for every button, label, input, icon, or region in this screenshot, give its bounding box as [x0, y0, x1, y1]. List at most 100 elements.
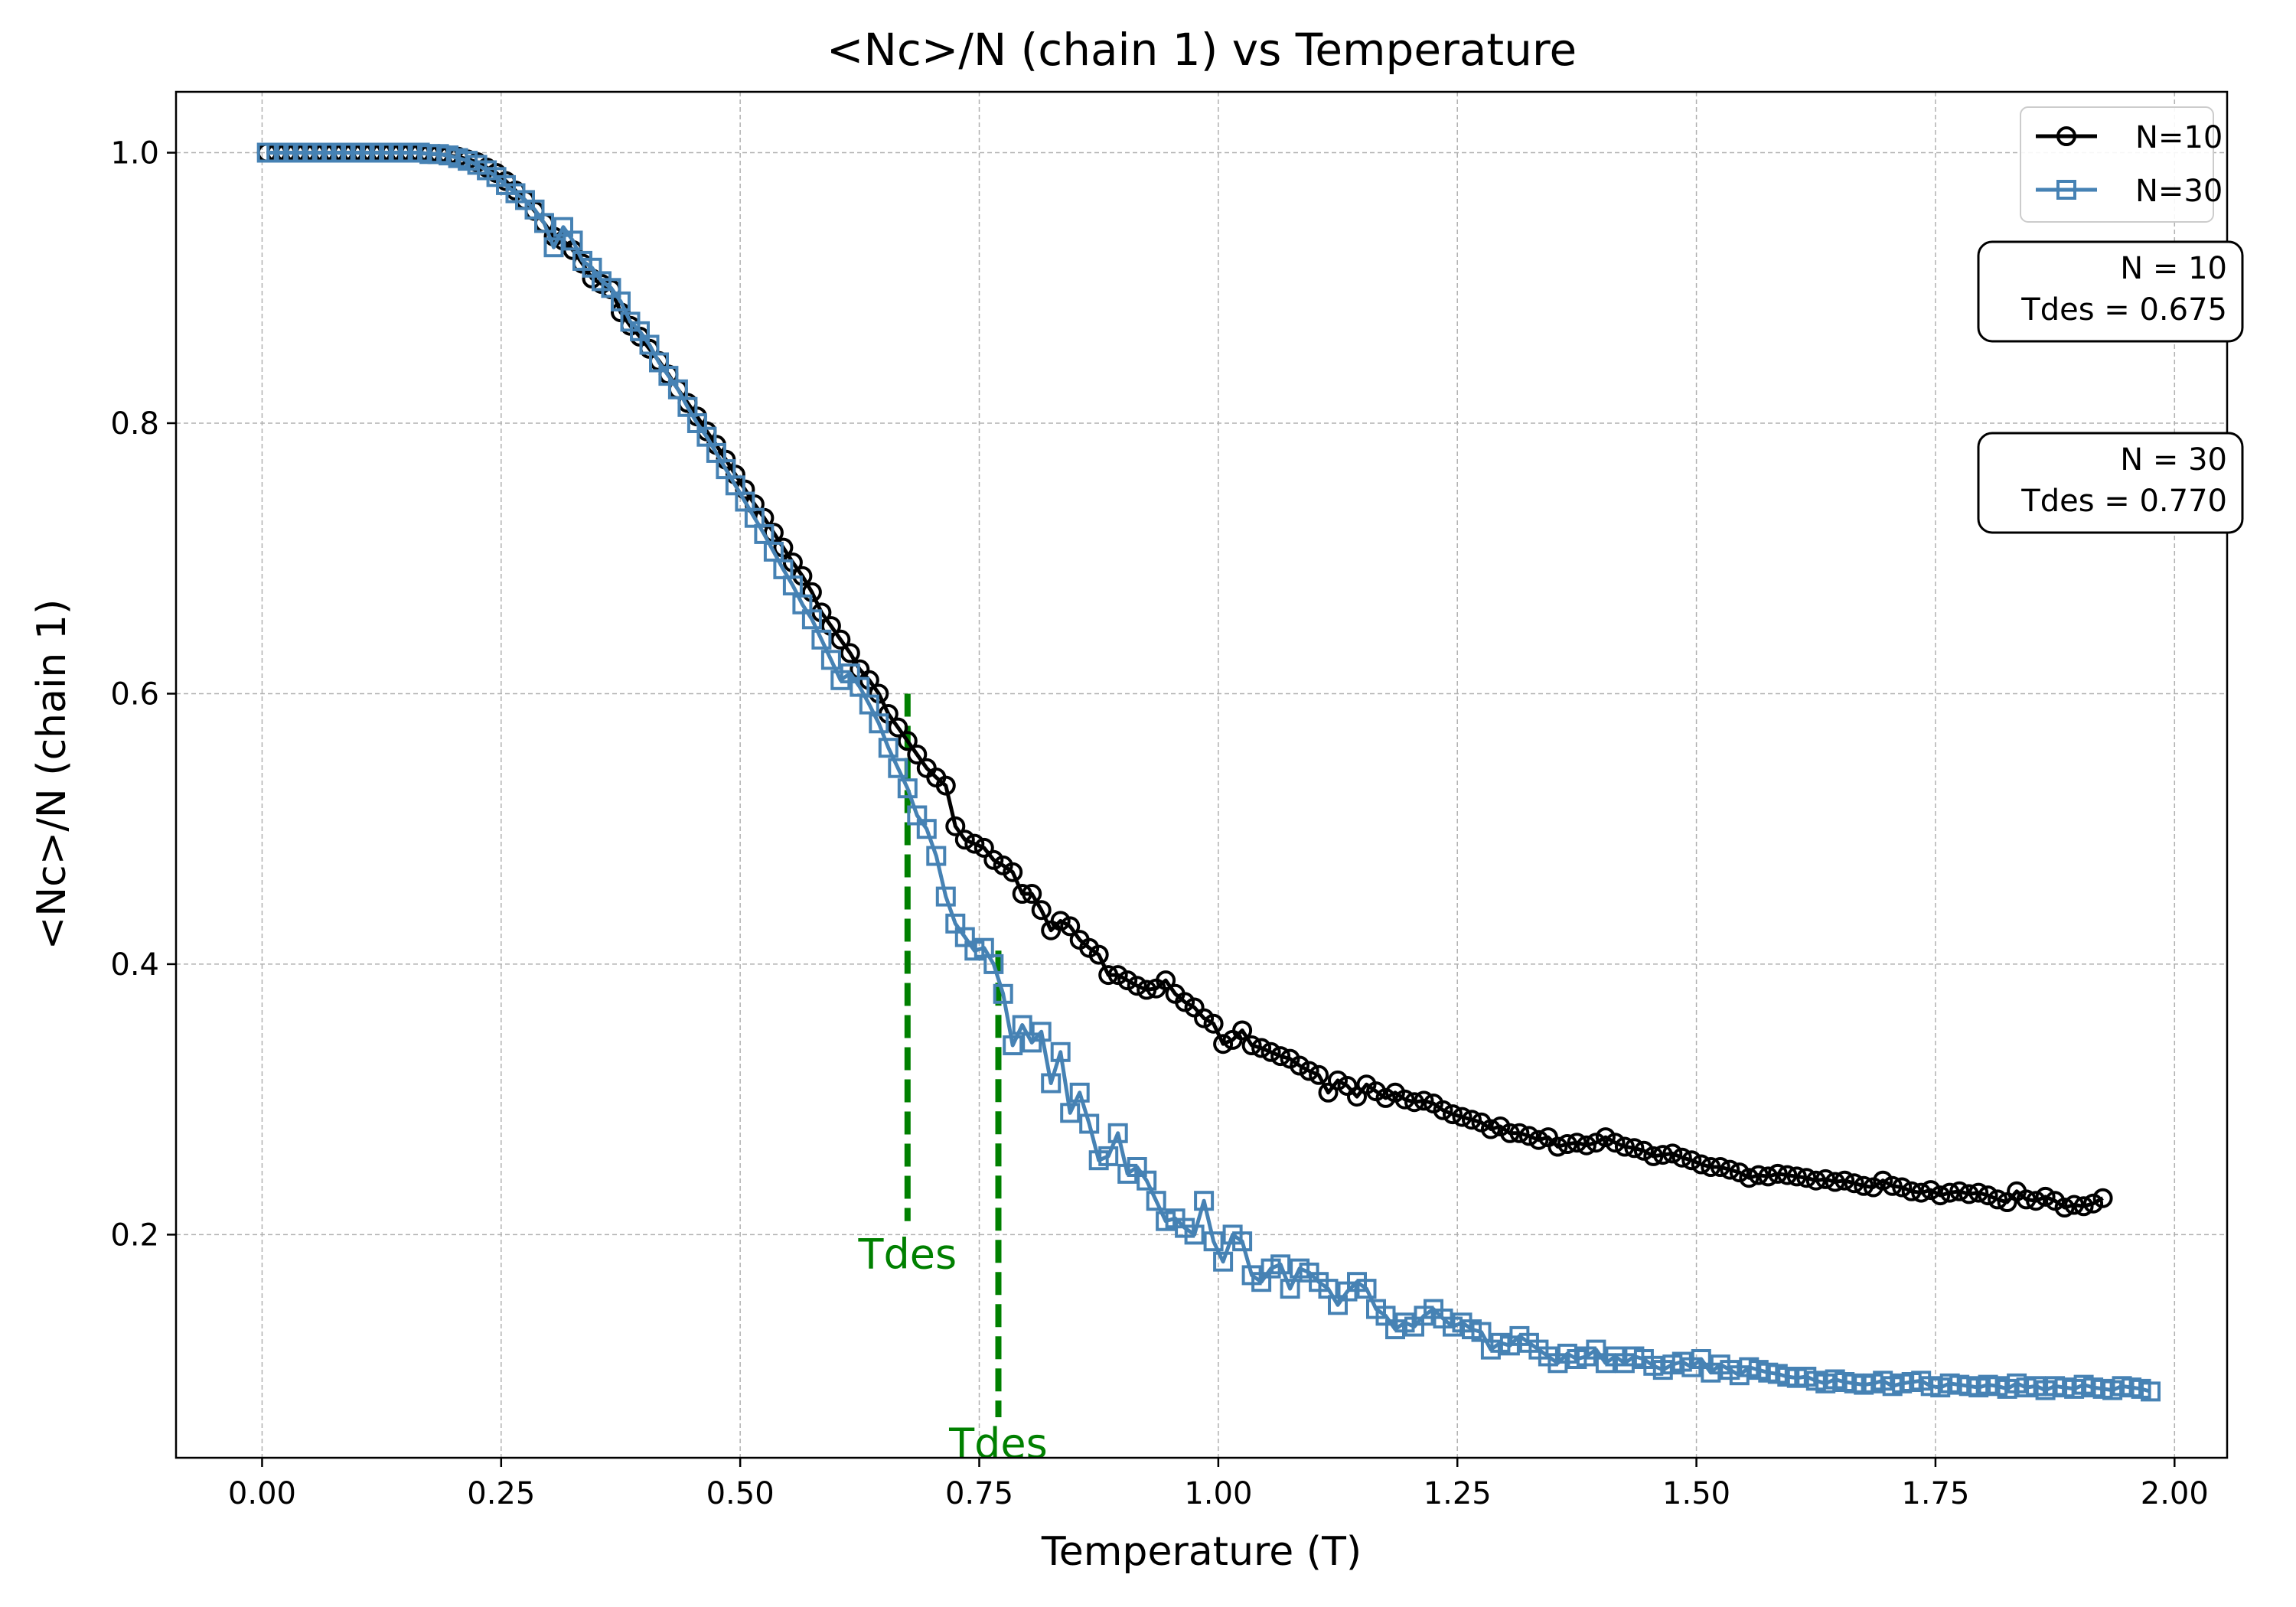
data-point — [2064, 1195, 2085, 1215]
info-box-n10-line2: Tdes = 0.675 — [2020, 292, 2227, 328]
data-point — [1347, 1087, 1367, 1107]
data-point — [935, 775, 956, 796]
info-box-n30-frame — [1977, 432, 2244, 534]
x-tick-label: 0.25 — [467, 1476, 535, 1511]
data-point — [1433, 1100, 1453, 1120]
data-point — [1930, 1185, 1951, 1206]
data-point — [1528, 1129, 1549, 1150]
data-point — [1117, 970, 1138, 991]
data-point — [1748, 1165, 1769, 1185]
data-point — [543, 237, 564, 258]
data-point — [782, 575, 803, 596]
data-point — [869, 713, 889, 734]
data-point — [1003, 862, 1023, 882]
data-point — [1156, 970, 1176, 991]
y-tick-label: 0.8 — [110, 406, 159, 442]
data-point — [2073, 1196, 2094, 1217]
data-point — [1290, 1055, 1310, 1076]
data-point — [811, 629, 832, 650]
data-point — [1394, 1089, 1415, 1110]
axis-ticks: 0.00 0.25 0.50 0.75 1.00 1.25 1.50 1.75 2.00 0.2 0… — [110, 136, 2208, 1511]
data-point — [2035, 1186, 2056, 1207]
data-point — [1643, 1146, 1664, 1166]
data-point — [935, 886, 956, 907]
data-point — [1920, 1180, 1941, 1201]
x-tick-label: 1.25 — [1424, 1476, 1492, 1511]
x-axis-label: Temperature (T) — [1041, 1529, 1362, 1575]
data-point — [2092, 1188, 2113, 1208]
data-point — [1710, 1157, 1730, 1177]
tdes-label: Tdes — [857, 1231, 957, 1279]
data-point — [888, 758, 908, 778]
data-point — [1854, 1175, 1874, 1196]
data-point — [1873, 1170, 1893, 1191]
data-point — [1251, 1038, 1272, 1058]
data-point — [1825, 1172, 1845, 1192]
data-point — [1958, 1184, 1979, 1204]
info-box-n10-line1: N = 10 — [2120, 251, 2227, 286]
data-point — [1462, 1110, 1482, 1130]
data-point — [1309, 1064, 1329, 1085]
data-point — [1911, 1182, 1932, 1203]
data-point — [1480, 1119, 1501, 1139]
data-point — [1328, 1070, 1348, 1090]
tdes-label: Tdes — [948, 1420, 1048, 1468]
data-point — [1567, 1133, 1587, 1153]
y-tick-label: 0.2 — [110, 1217, 159, 1253]
data-point — [1299, 1061, 1319, 1081]
data-point — [974, 837, 994, 858]
data-point — [1280, 1279, 1300, 1299]
data-point — [1509, 1123, 1530, 1143]
y-tick-label: 0.4 — [110, 947, 159, 983]
data-point — [1060, 1103, 1081, 1123]
info-box-n10: N = 10 Tdes = 0.675 — [1977, 240, 2244, 343]
data-point — [1194, 1191, 1215, 1211]
data-point — [1518, 1126, 1539, 1146]
data-point — [1901, 1181, 1922, 1201]
data-point — [1624, 1138, 1645, 1159]
y-tick-label: 1.0 — [110, 136, 159, 171]
series-n30 — [256, 142, 2161, 1402]
chart-title: <Nc>/N (chain 1) vs Temperature — [827, 24, 1577, 76]
legend-label-n30: N=30 — [2135, 174, 2223, 209]
data-point — [801, 609, 822, 630]
data-point — [1681, 1150, 1702, 1171]
data-point — [1691, 1154, 1711, 1175]
y-axis-label: <Nc>/N (chain 1) — [29, 599, 75, 950]
data-point — [1098, 1146, 1119, 1166]
data-point — [1548, 1136, 1568, 1157]
data-point — [1557, 1134, 1577, 1154]
data-point — [2083, 1193, 2104, 1214]
data-point — [1805, 1170, 1826, 1191]
data-point — [1031, 1022, 1052, 1042]
x-tick-label: 1.00 — [1184, 1476, 1252, 1511]
data-point — [1088, 944, 1109, 965]
data-point — [2016, 1189, 2037, 1210]
data-point — [1443, 1104, 1463, 1125]
data-point — [1375, 1087, 1396, 1108]
info-box-n30-line1: N = 30 — [2120, 442, 2227, 478]
data-point — [897, 778, 918, 799]
data-point — [1767, 1163, 1788, 1184]
data-point — [1184, 1224, 1205, 1245]
x-tick-label: 1.50 — [1662, 1476, 1730, 1511]
data-point — [1605, 1133, 1626, 1153]
data-point — [1232, 1231, 1253, 1252]
data-point — [1213, 1251, 1234, 1272]
data-point — [1414, 1090, 1434, 1111]
info-box-n10-frame — [1977, 240, 2244, 343]
data-point — [1939, 1182, 1960, 1203]
info-box-n30: N = 30 Tdes = 0.770 — [1977, 432, 2244, 534]
data-point — [1069, 1082, 1090, 1103]
data-point — [1232, 1020, 1253, 1041]
x-tick-label: 1.75 — [1901, 1476, 1969, 1511]
data-point — [878, 738, 899, 758]
data-point — [840, 643, 860, 663]
data-point — [2026, 1191, 2047, 1211]
data-point — [1796, 1168, 1817, 1188]
data-point — [1022, 884, 1042, 904]
data-point — [1146, 1191, 1166, 1211]
data-point — [1003, 1035, 1023, 1055]
data-point — [983, 953, 1004, 974]
